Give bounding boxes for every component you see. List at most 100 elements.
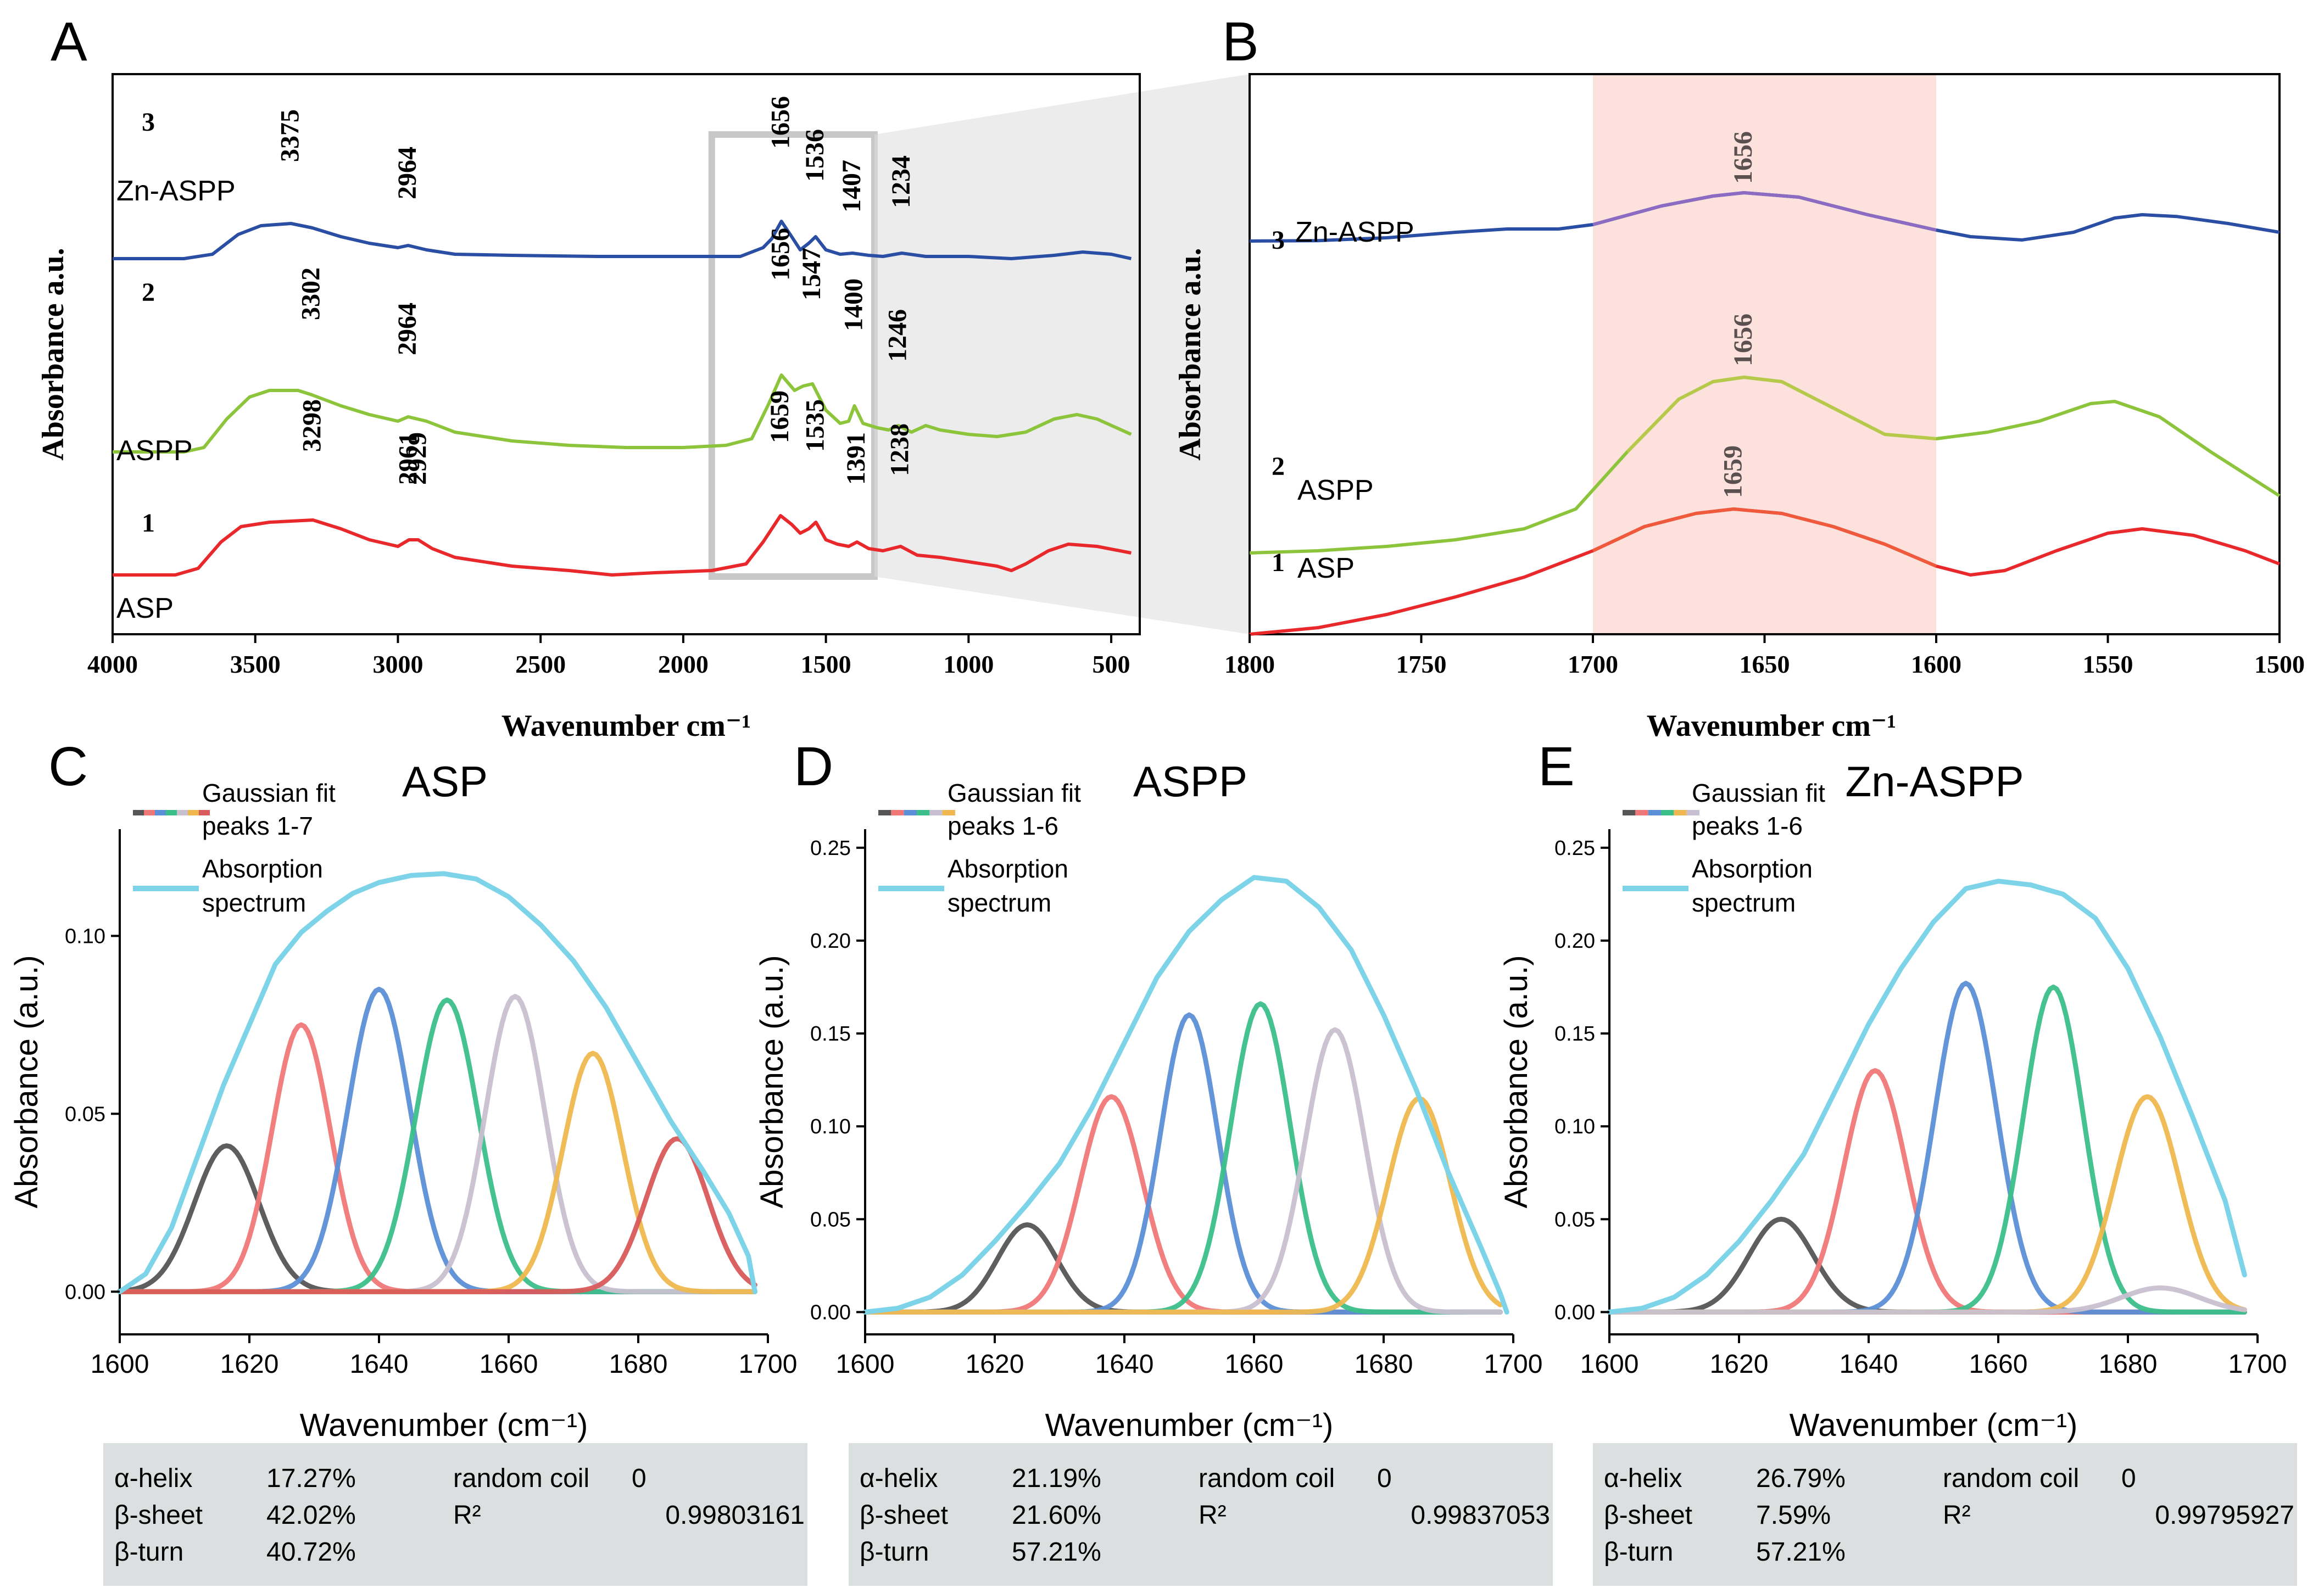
chart-title: ASPP: [1133, 757, 1247, 806]
absorption-spectrum-line: [862, 875, 1509, 1315]
x-axis-title-a: Wavenumber cm⁻¹: [501, 709, 751, 743]
x-tick-label: 1600: [91, 1350, 149, 1379]
x-tick-label: 2500: [515, 650, 566, 678]
gaussian-peak-6: [862, 1095, 1503, 1315]
series-label: ASP: [1297, 552, 1355, 584]
alpha-helix-value: 26.79%: [1756, 1464, 1846, 1493]
x-axis-title-b: Wavenumber cm⁻¹: [1647, 709, 1896, 743]
gaussian-peak-3: [1607, 981, 2247, 1315]
panel-label-b: B: [1222, 11, 1259, 72]
series-label: ASPP: [116, 435, 193, 467]
series-label: ASPP: [1297, 474, 1374, 506]
y-tick-label: 0.00: [65, 1281, 105, 1304]
x-tick-label: 1620: [966, 1350, 1024, 1379]
x-tick-label: 3000: [372, 650, 423, 678]
legend-spectrum-label: spectrum: [948, 888, 1051, 917]
series-label: ASP: [116, 593, 174, 624]
alpha-helix-label: α-helix: [1604, 1464, 1682, 1493]
y-tick-label: 0.20: [1554, 930, 1595, 953]
beta-sheet-value: 21.60%: [1012, 1501, 1101, 1530]
y-axis-title: Absorbance (a.u.): [754, 955, 790, 1208]
x-tick-label: 1700: [2228, 1350, 2287, 1379]
series-index: 2: [1272, 452, 1285, 481]
series-index: 1: [142, 508, 155, 538]
structure-table-box: [103, 1443, 807, 1586]
x-tick-label: 3500: [230, 650, 281, 678]
x-tick-label: 1680: [609, 1350, 668, 1379]
legend-spectrum-label: Absorption: [948, 854, 1068, 883]
gaussian-peak-7: [117, 1136, 757, 1294]
x-tick-label: 1000: [943, 650, 994, 678]
r-squared-label: R²: [1199, 1501, 1227, 1530]
beta-sheet-value: 42.02%: [266, 1501, 356, 1530]
x-tick-label: 1500: [801, 650, 851, 678]
highlight-band: [1593, 74, 1936, 634]
legend-fit-label: Gaussian fit: [1692, 779, 1825, 807]
gaussian-peak-6: [117, 1050, 757, 1294]
y-tick-label: 0.25: [1554, 837, 1595, 860]
structure-table-box: [849, 1443, 1553, 1586]
y-axis-title-b: Absorbance a.u.: [1173, 248, 1207, 460]
legend-spectrum-label: Absorption: [1692, 854, 1813, 883]
zoom-connector: [874, 74, 1250, 634]
series-line-asp: [113, 514, 1132, 577]
beta-turn-label: β-turn: [1604, 1538, 1673, 1567]
series-highlight-segment: [1626, 376, 1937, 454]
series-line-zn-aspp: [113, 220, 1132, 260]
series-index: 2: [142, 278, 155, 307]
beta-turn-label: β-turn: [860, 1538, 929, 1567]
series-index: 1: [1272, 548, 1285, 577]
x-tick-label: 1650: [1740, 650, 1790, 678]
y-tick-label: 0.00: [1554, 1301, 1595, 1324]
x-tick-label: 1640: [1840, 1350, 1898, 1379]
x-tick-label: 1680: [2099, 1350, 2158, 1379]
y-tick-label: 0.10: [65, 925, 105, 948]
peak-label: 2961: [394, 432, 423, 485]
x-tick-label: 500: [1093, 650, 1130, 678]
y-axis-title: Absorbance (a.u.): [1498, 955, 1534, 1208]
x-tick-label: 1600: [836, 1350, 895, 1379]
y-tick-label: 0.25: [810, 837, 851, 860]
chart-title: ASP: [402, 757, 488, 806]
gaussian-peak-5: [117, 994, 757, 1294]
r-squared-value: 0.99837053: [1411, 1501, 1550, 1530]
legend-fit-label: peaks 1-6: [948, 812, 1058, 840]
peak-label: 1656: [766, 228, 795, 281]
series-label: Zn-ASPP: [116, 175, 236, 207]
x-tick-label: 1700: [1568, 650, 1618, 678]
absorption-spectrum-line: [117, 871, 757, 1294]
peak-label: 1535: [800, 399, 829, 452]
x-tick-label: 1700: [1484, 1350, 1543, 1379]
panel-label-c: C: [48, 736, 88, 797]
random-coil-value: 0: [1377, 1464, 1392, 1493]
panel-label-a: A: [51, 11, 87, 72]
y-tick-label: 0.00: [810, 1301, 851, 1324]
x-tick-label: 1640: [350, 1350, 409, 1379]
y-tick-label: 0.10: [810, 1115, 851, 1138]
y-tick-label: 0.10: [1554, 1115, 1595, 1138]
series-index: 3: [142, 108, 155, 137]
y-tick-label: 0.20: [810, 930, 851, 953]
peak-label: 1391: [841, 432, 871, 485]
x-tick-label: 1500: [2254, 650, 2305, 678]
gaussian-peak-6: [1607, 1285, 2247, 1315]
beta-turn-value: 57.21%: [1756, 1538, 1846, 1567]
y-tick-label: 0.15: [810, 1022, 851, 1046]
x-tick-label: 1640: [1095, 1350, 1154, 1379]
legend-spectrum-label: spectrum: [1692, 888, 1796, 917]
x-tick-label: 4000: [87, 650, 138, 678]
x-tick-label: 1680: [1355, 1350, 1413, 1379]
beta-turn-label: β-turn: [114, 1538, 183, 1567]
structure-table-box: [1593, 1443, 2297, 1586]
legend-spectrum-label: Absorption: [202, 854, 323, 883]
series-label: Zn-ASPP: [1295, 216, 1414, 248]
y-tick-label: 0.05: [65, 1103, 105, 1126]
peak-label: 1234: [887, 155, 916, 208]
peak-label: 1246: [883, 309, 912, 362]
x-tick-label: 1600: [1580, 1350, 1639, 1379]
gaussian-peak-5: [1607, 1094, 2247, 1315]
peak-label: 1659: [765, 390, 794, 443]
panel-label-d: D: [794, 736, 833, 797]
x-tick-label: 1700: [739, 1350, 798, 1379]
random-coil-label: random coil: [453, 1464, 589, 1493]
